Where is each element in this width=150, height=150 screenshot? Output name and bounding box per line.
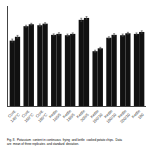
- svg-text:Kettle160/10: Kettle160/10: [88, 108, 104, 124]
- svg-text:Kettle180: Kettle180: [130, 108, 145, 123]
- svg-text:Kettle200/5: Kettle200/5: [75, 108, 90, 123]
- svg-text:Cont.160°C: Cont.160°C: [19, 108, 34, 123]
- svg-text:Kettle180/10: Kettle180/10: [101, 108, 117, 124]
- svg-text:Kettle180/5: Kettle180/5: [61, 108, 76, 123]
- svg-text:Kettle160/5: Kettle160/5: [48, 108, 63, 123]
- svg-text:Cont.180°C: Cont.180°C: [33, 108, 48, 123]
- svg-text:Kettle200/10: Kettle200/10: [115, 108, 131, 124]
- svg-text:Cont.140°C: Cont.140°C: [6, 108, 21, 123]
- svg-text:Fig. 8. Potassium content in: Fig. 8. Potassium content in continuous …: [7, 138, 122, 146]
